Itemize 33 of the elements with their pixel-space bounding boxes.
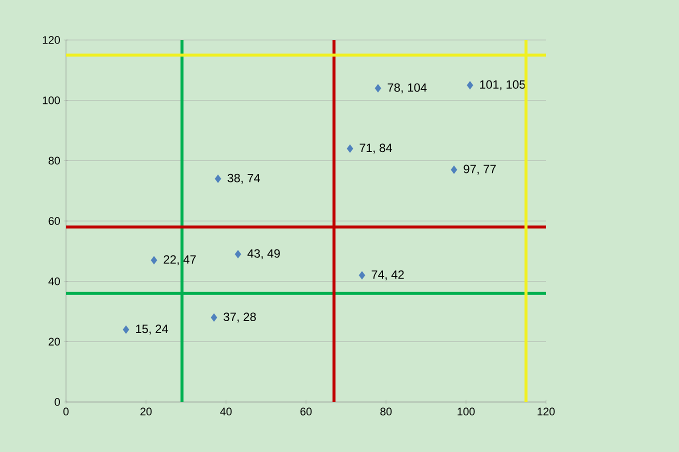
point <box>150 256 158 264</box>
point <box>214 174 222 183</box>
data-label: 43, 49 <box>247 249 280 260</box>
point <box>122 325 130 334</box>
data-label: 78, 104 <box>388 83 427 94</box>
x-tick-label: 120 <box>538 408 555 416</box>
x-tick-label: 100 <box>458 408 475 416</box>
y-tick-label: 40 <box>48 277 60 286</box>
point <box>450 166 458 174</box>
point <box>358 271 366 280</box>
x-tick-label: 40 <box>220 408 232 416</box>
point <box>210 313 218 322</box>
point <box>346 144 354 153</box>
x-tick-label: 80 <box>380 408 392 416</box>
y-tick-label: 20 <box>48 338 60 346</box>
y-tick-label: 0 <box>54 398 60 406</box>
data-label: 97, 77 <box>464 164 496 175</box>
data-label: 38, 74 <box>228 174 260 184</box>
y-tick-label: 120 <box>42 36 60 44</box>
y-tick-label: 100 <box>42 96 60 104</box>
y-tick-label: 60 <box>48 217 60 225</box>
x-tick-label: 60 <box>300 408 312 416</box>
point <box>466 81 474 90</box>
data-label: 22, 47 <box>164 255 196 266</box>
point <box>234 250 242 258</box>
data-label: 15, 24 <box>136 324 168 335</box>
point <box>374 84 382 92</box>
x-tick-label: 0 <box>63 408 69 416</box>
y-tick-label: 80 <box>48 156 60 165</box>
data-label: 71, 84 <box>360 144 392 154</box>
x-tick-label: 20 <box>140 408 152 416</box>
data-label: 74, 42 <box>372 270 404 280</box>
data-label: 37, 28 <box>224 312 256 322</box>
